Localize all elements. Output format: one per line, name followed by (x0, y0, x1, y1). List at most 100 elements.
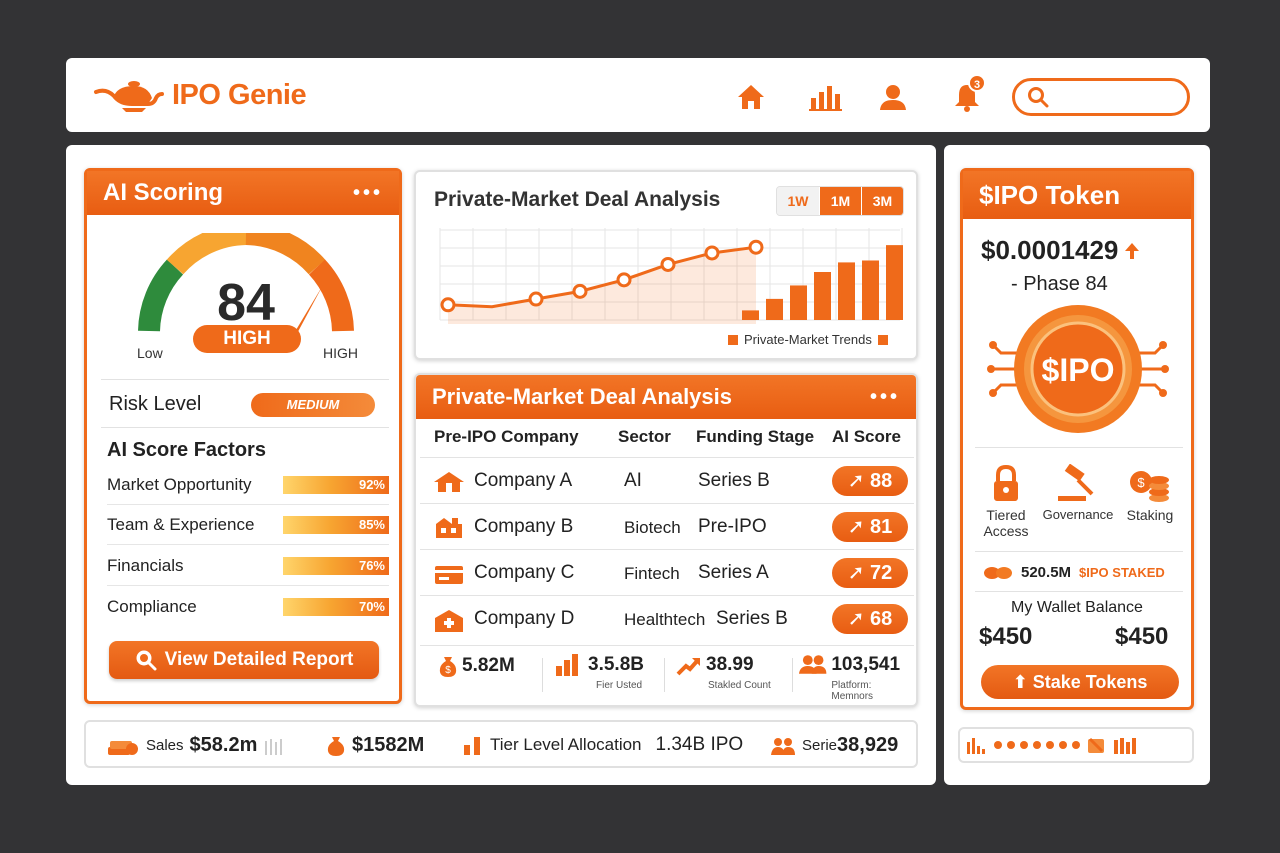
company-stage: Series B (716, 608, 788, 629)
deal-table-card: Private-Market Deal Analysis ••• Pre-IPO… (414, 373, 918, 707)
stake-button-label: Stake Tokens (1032, 672, 1148, 692)
stat-value: 38.99 (706, 654, 754, 675)
view-report-label: View Detailed Report (164, 649, 354, 670)
coin-label: $IPO (1042, 352, 1115, 388)
deal-table-header: Private-Market Deal Analysis ••• (416, 375, 916, 419)
line-point (440, 297, 456, 313)
serie-summary: Serie 38,929 (770, 734, 898, 757)
wallet-balance-value: $450 (979, 623, 1033, 650)
company-name: Company C (474, 562, 575, 583)
range-1m-button[interactable]: 1M (819, 187, 861, 215)
risk-level-badge: MEDIUM (251, 393, 375, 417)
ai-scoring-header: AI Scoring ••• (87, 171, 399, 215)
top-navigation-bar: IPO Genie 3 (66, 58, 1210, 132)
company-name: Company B (474, 516, 574, 537)
money-bag-icon: $ (439, 657, 457, 677)
mini-bars-icon[interactable] (966, 736, 988, 754)
trend-arrow-icon: ➚ (847, 470, 871, 492)
table-row[interactable]: Company D Healthtech Series B ➚ 68 (420, 595, 914, 641)
ai-score-value: 88 (870, 470, 893, 492)
range-1w-button[interactable]: 1W (777, 187, 819, 215)
table-row[interactable]: Company B Biotech Pre-IPO ➚ 81 (420, 503, 914, 549)
line-point (704, 245, 720, 261)
company-sector: Healthtech (624, 610, 706, 629)
feature-tiered-access[interactable]: Tiered Access (969, 461, 1043, 539)
app-logo[interactable]: IPO Genie (92, 74, 307, 116)
wallet-balance-label: My Wallet Balance (1011, 599, 1143, 616)
deal-stats-row: $ 5.82M 3.5.8B Fier Usted 38.99 Stakled Co… (420, 645, 914, 702)
trend-arrow-icon: ➚ (847, 562, 871, 584)
company-sector: Biotech (624, 518, 681, 537)
column-header-sector[interactable]: Sector (618, 427, 671, 446)
feature-governance[interactable]: Governance (1041, 461, 1115, 522)
table-row[interactable]: Company C Fintech Series A ➚ 72 (420, 549, 914, 595)
total-staked: 520.5M $IPO STAKED (983, 563, 1165, 581)
search-box[interactable] (1012, 78, 1190, 116)
company-building-icon (434, 472, 464, 492)
factor-percent: 85% (358, 516, 385, 532)
company-stage: Series B (698, 470, 770, 491)
company-sector: AI (624, 470, 642, 491)
stat-value: 103,541 (831, 654, 901, 675)
gift-icon[interactable] (1086, 735, 1106, 755)
pagination-dots[interactable] (994, 741, 1080, 749)
bar-chart-icon[interactable] (808, 80, 842, 114)
company-stage: Series A (698, 562, 769, 583)
notification-bell-icon[interactable]: 3 (950, 74, 986, 114)
amount-summary: $1582M (326, 734, 424, 757)
divider (975, 447, 1183, 448)
trend-chart (439, 228, 903, 324)
gauge-low-label: Low (137, 345, 163, 361)
feature-label: Governance (1042, 507, 1114, 522)
company-name: Company D (474, 608, 575, 629)
token-header: $IPO Token (963, 171, 1191, 219)
score-gauge: 84 HIGH (137, 223, 355, 363)
stat-caption: Fier Usted (596, 680, 643, 691)
bar-chart-icon[interactable] (1112, 736, 1140, 754)
sales-value: $58.2m (189, 734, 258, 756)
range-3m-button[interactable]: 3M (861, 187, 903, 215)
staked-value: 520.5M (1021, 563, 1072, 581)
divider (101, 427, 389, 428)
search-icon (1028, 87, 1049, 108)
ai-score-badge: ➚ 72 (832, 558, 908, 588)
search-input[interactable] (1055, 89, 1185, 105)
stat-caption: Platform: Memnors (831, 680, 874, 702)
ai-score-rating-badge: HIGH (193, 325, 301, 353)
user-profile-icon[interactable] (876, 80, 910, 114)
view-report-button[interactable]: View Detailed Report (109, 641, 379, 679)
feature-staking[interactable]: $ Staking (1113, 461, 1187, 523)
more-options-icon[interactable]: ••• (352, 181, 383, 204)
serie-value: 38,929 (837, 734, 899, 756)
company-sector: Fintech (624, 564, 680, 583)
token-phase: - Phase 84 (1011, 273, 1108, 295)
divider (101, 379, 389, 380)
legend-label: Private-Market Trends (744, 332, 872, 347)
table-row[interactable]: Company A AI Series B ➚ 88 (420, 457, 914, 503)
notification-count-badge: 3 (968, 74, 986, 92)
cash-stack-icon (108, 740, 138, 755)
home-icon[interactable] (734, 80, 768, 114)
sales-label: Sales (146, 737, 184, 754)
factor-percent: 92% (358, 476, 385, 492)
column-header-stage[interactable]: Funding Stage (696, 427, 815, 446)
bar-icon (464, 737, 480, 755)
feature-label: Tiered Access (983, 507, 1029, 539)
divider (975, 551, 1183, 552)
amount-value: $1582M (352, 734, 425, 756)
sales-summary: Sales $58.2m (106, 734, 285, 757)
gauge-high-label: HIGH (323, 345, 358, 361)
more-options-icon[interactable]: ••• (869, 385, 900, 408)
factor-percent: 70% (358, 599, 385, 614)
stat-value: 5.82M (462, 655, 515, 676)
stake-tokens-button[interactable]: ⬆ Stake Tokens (981, 665, 1179, 699)
factor-label: Financials (107, 555, 184, 575)
column-header-score[interactable]: AI Score (832, 427, 901, 446)
ai-score-value: 84 (217, 274, 275, 332)
bar (886, 245, 903, 320)
factor-row: Compliance 70% (107, 587, 389, 627)
factor-bar: 76% (283, 556, 389, 575)
score-factors-title: AI Score Factors (107, 439, 266, 461)
stat-members: 103,541 Platform: Memnors (798, 654, 914, 702)
column-header-company[interactable]: Pre-IPO Company (434, 427, 579, 446)
